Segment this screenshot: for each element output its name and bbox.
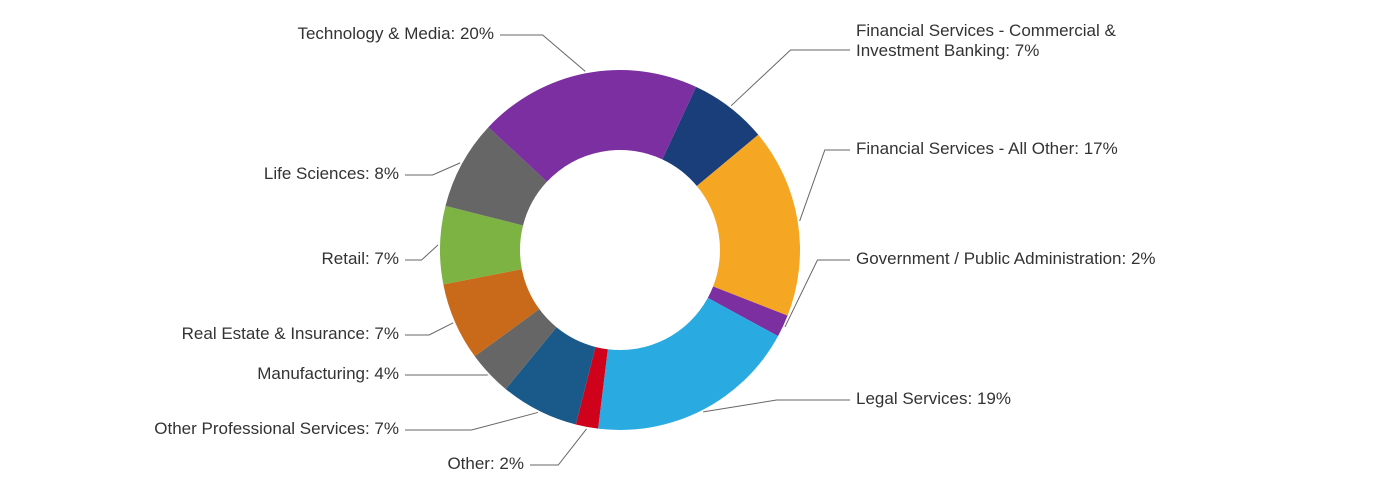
label-real-estate-insurance: Real Estate & Insurance: 7% (182, 324, 399, 343)
label-other-professional-services: Other Professional Services: 7% (154, 419, 399, 438)
label-legal-services: Legal Services: 19% (856, 389, 1011, 408)
label-manufacturing: Manufacturing: 4% (257, 364, 399, 383)
label-technology-media: Technology & Media: 20% (297, 24, 494, 43)
label-financial-services-all-other: Financial Services - All Other: 17% (856, 139, 1118, 158)
label-life-sciences: Life Sciences: 8% (264, 164, 399, 183)
label-retail: Retail: 7% (322, 249, 399, 268)
donut-chart: Financial Services - Commercial &Investm… (0, 0, 1400, 500)
label-other: Other: 2% (447, 454, 524, 473)
label-government-public-administration: Government / Public Administration: 2% (856, 249, 1156, 268)
